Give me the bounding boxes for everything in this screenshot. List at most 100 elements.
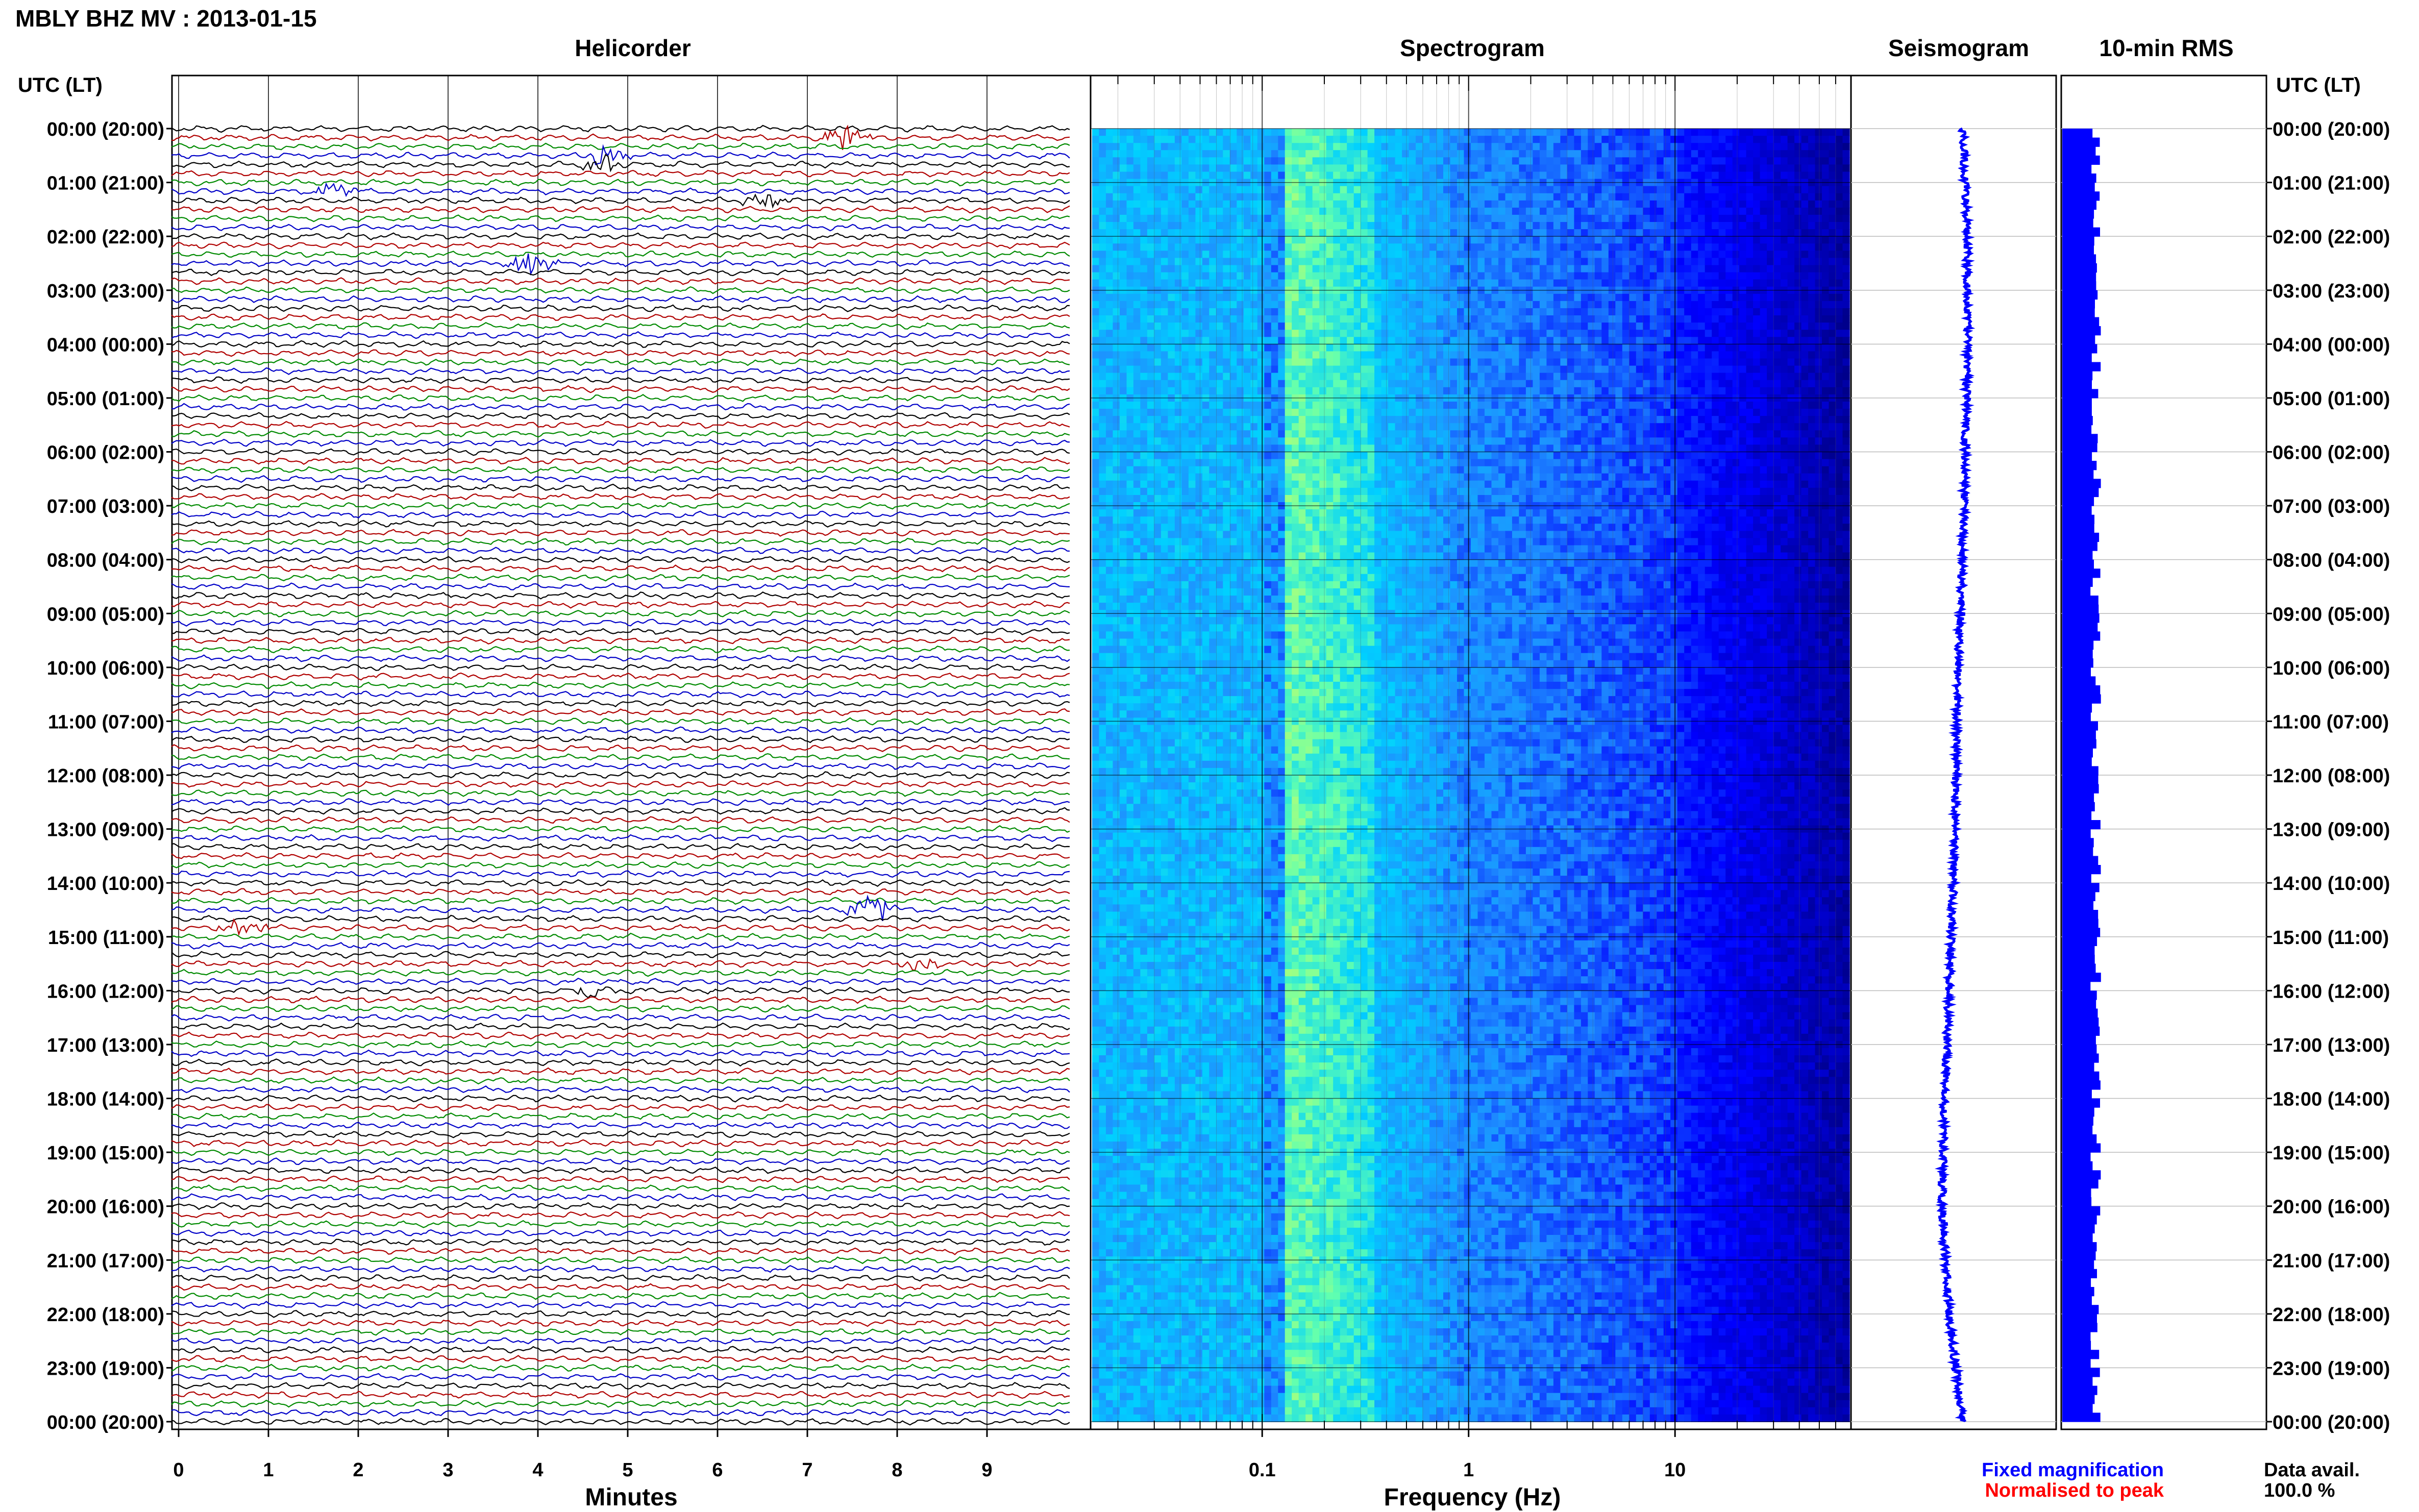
spectrogram-cell bbox=[1450, 201, 1458, 208]
spectrogram-cell bbox=[1746, 172, 1754, 180]
spectrogram-cell bbox=[1175, 157, 1182, 165]
spectrogram-cell bbox=[1815, 409, 1822, 416]
spectrogram-cell bbox=[1423, 323, 1430, 330]
spectrogram-cell bbox=[1319, 359, 1326, 366]
spectrogram-cell bbox=[1485, 243, 1492, 251]
spectrogram-cell bbox=[1822, 193, 1829, 201]
spectrogram-cell bbox=[1670, 409, 1677, 416]
spectrogram-cell bbox=[1753, 351, 1760, 359]
spectrogram-cell bbox=[1712, 143, 1719, 151]
spectrogram-cell bbox=[1209, 409, 1216, 416]
spectrogram-cell bbox=[1492, 301, 1499, 309]
spectrogram-cell bbox=[1402, 243, 1409, 251]
spectrogram-cell bbox=[1712, 272, 1719, 280]
spectrogram-cell bbox=[1801, 186, 1809, 194]
spectrogram-cell bbox=[1154, 294, 1161, 302]
spectrogram-cell bbox=[1746, 380, 1754, 388]
spectrogram-cell bbox=[1326, 380, 1334, 388]
spectrogram-cell bbox=[1636, 330, 1643, 337]
spectrogram-cell bbox=[1650, 409, 1657, 416]
spectrogram-cell bbox=[1670, 387, 1677, 395]
spectrogram-cell bbox=[1154, 265, 1161, 273]
spectrogram-cell bbox=[1485, 272, 1492, 280]
spectrogram-cell bbox=[1767, 416, 1774, 424]
spectrogram-cell bbox=[1113, 208, 1120, 215]
spectrogram-cell bbox=[1313, 301, 1320, 309]
spectrogram-cell bbox=[1622, 402, 1630, 409]
spectrogram-cell bbox=[1147, 129, 1154, 136]
spectrogram-cell bbox=[1725, 437, 1733, 445]
spectrogram-cell bbox=[1478, 193, 1485, 201]
spectrogram-cell bbox=[1753, 208, 1760, 215]
spectrogram-cell bbox=[1774, 229, 1781, 237]
spectrogram-cell bbox=[1216, 186, 1223, 194]
spectrogram-cell bbox=[1285, 215, 1292, 222]
spectrogram-cell bbox=[1670, 337, 1677, 344]
spectrogram-cell bbox=[1113, 323, 1120, 330]
spectrogram-cell bbox=[1374, 186, 1381, 194]
spectrogram-cell bbox=[1670, 294, 1677, 302]
spectrogram-cell bbox=[1574, 337, 1581, 344]
spectrogram-cell bbox=[1299, 380, 1306, 388]
spectrogram-cell bbox=[1801, 157, 1809, 165]
spectrogram-cell bbox=[1588, 251, 1595, 258]
spectrogram-cell bbox=[1519, 201, 1526, 208]
spectrogram-cell bbox=[1313, 272, 1320, 280]
spectrogram-cell bbox=[1595, 150, 1602, 158]
spectrogram-cell bbox=[1202, 430, 1210, 438]
spectrogram-cell bbox=[1189, 222, 1196, 230]
spectrogram-cell bbox=[1361, 215, 1368, 222]
spectrogram-cell bbox=[1244, 136, 1251, 143]
spectrogram-cell bbox=[1691, 308, 1698, 316]
spectrogram-cell bbox=[1416, 409, 1423, 416]
spectrogram-cell bbox=[1216, 229, 1223, 237]
spectrogram-cell bbox=[1443, 430, 1450, 438]
spectrogram-cell bbox=[1347, 359, 1354, 366]
spectrogram-cell bbox=[1760, 351, 1767, 359]
spectrogram-cell bbox=[1471, 229, 1478, 237]
spectrogram-cell bbox=[1540, 315, 1547, 323]
spectrogram-cell bbox=[1437, 380, 1444, 388]
spectrogram-cell bbox=[1581, 201, 1588, 208]
spectrogram-cell bbox=[1829, 193, 1836, 201]
spectrogram-cell bbox=[1822, 229, 1829, 237]
spectrogram-cell bbox=[1106, 172, 1113, 180]
spectrogram-cell bbox=[1140, 409, 1147, 416]
spectrogram-cell bbox=[1774, 157, 1781, 165]
spectrogram-cell bbox=[1595, 416, 1602, 424]
spectrogram-cell bbox=[1423, 294, 1430, 302]
spectrogram-cell bbox=[1471, 344, 1478, 352]
spectrogram-cell bbox=[1264, 136, 1271, 143]
spectrogram-cell bbox=[1588, 294, 1595, 302]
spectrogram-cell bbox=[1615, 280, 1622, 287]
spectrogram-cell bbox=[1498, 308, 1505, 316]
spectrogram-cell bbox=[1326, 150, 1334, 158]
spectrogram-cell bbox=[1168, 215, 1175, 222]
spectrogram-cell bbox=[1299, 222, 1306, 230]
spectrogram-cell bbox=[1808, 201, 1815, 208]
spectrogram-cell bbox=[1127, 150, 1134, 158]
spectrogram-cell bbox=[1409, 330, 1416, 337]
spectrogram-cell bbox=[1271, 172, 1278, 180]
spectrogram-cell bbox=[1113, 251, 1120, 258]
spectrogram-cell bbox=[1319, 193, 1326, 201]
spectrogram-cell bbox=[1739, 308, 1746, 316]
spectrogram-cell bbox=[1257, 229, 1265, 237]
spectrogram-cell bbox=[1313, 229, 1320, 237]
spectrogram-cell bbox=[1774, 258, 1781, 265]
spectrogram-cell bbox=[1305, 344, 1313, 352]
spectrogram-cell bbox=[1712, 172, 1719, 180]
spectrogram-cell bbox=[1636, 359, 1643, 366]
spectrogram-cell bbox=[1361, 280, 1368, 287]
spectrogram-cell bbox=[1450, 164, 1458, 172]
spectrogram-cell bbox=[1533, 222, 1540, 230]
spectrogram-cell bbox=[1092, 359, 1099, 366]
spectrogram-cell bbox=[1457, 186, 1464, 194]
spectrogram-cell bbox=[1464, 294, 1471, 302]
spectrogram-cell bbox=[1374, 416, 1381, 424]
spectrogram-cell bbox=[1175, 409, 1182, 416]
spectrogram-cell bbox=[1629, 308, 1636, 316]
spectrogram-cell bbox=[1684, 172, 1691, 180]
spectrogram-cell bbox=[1230, 323, 1237, 330]
spectrogram-cell bbox=[1498, 351, 1505, 359]
